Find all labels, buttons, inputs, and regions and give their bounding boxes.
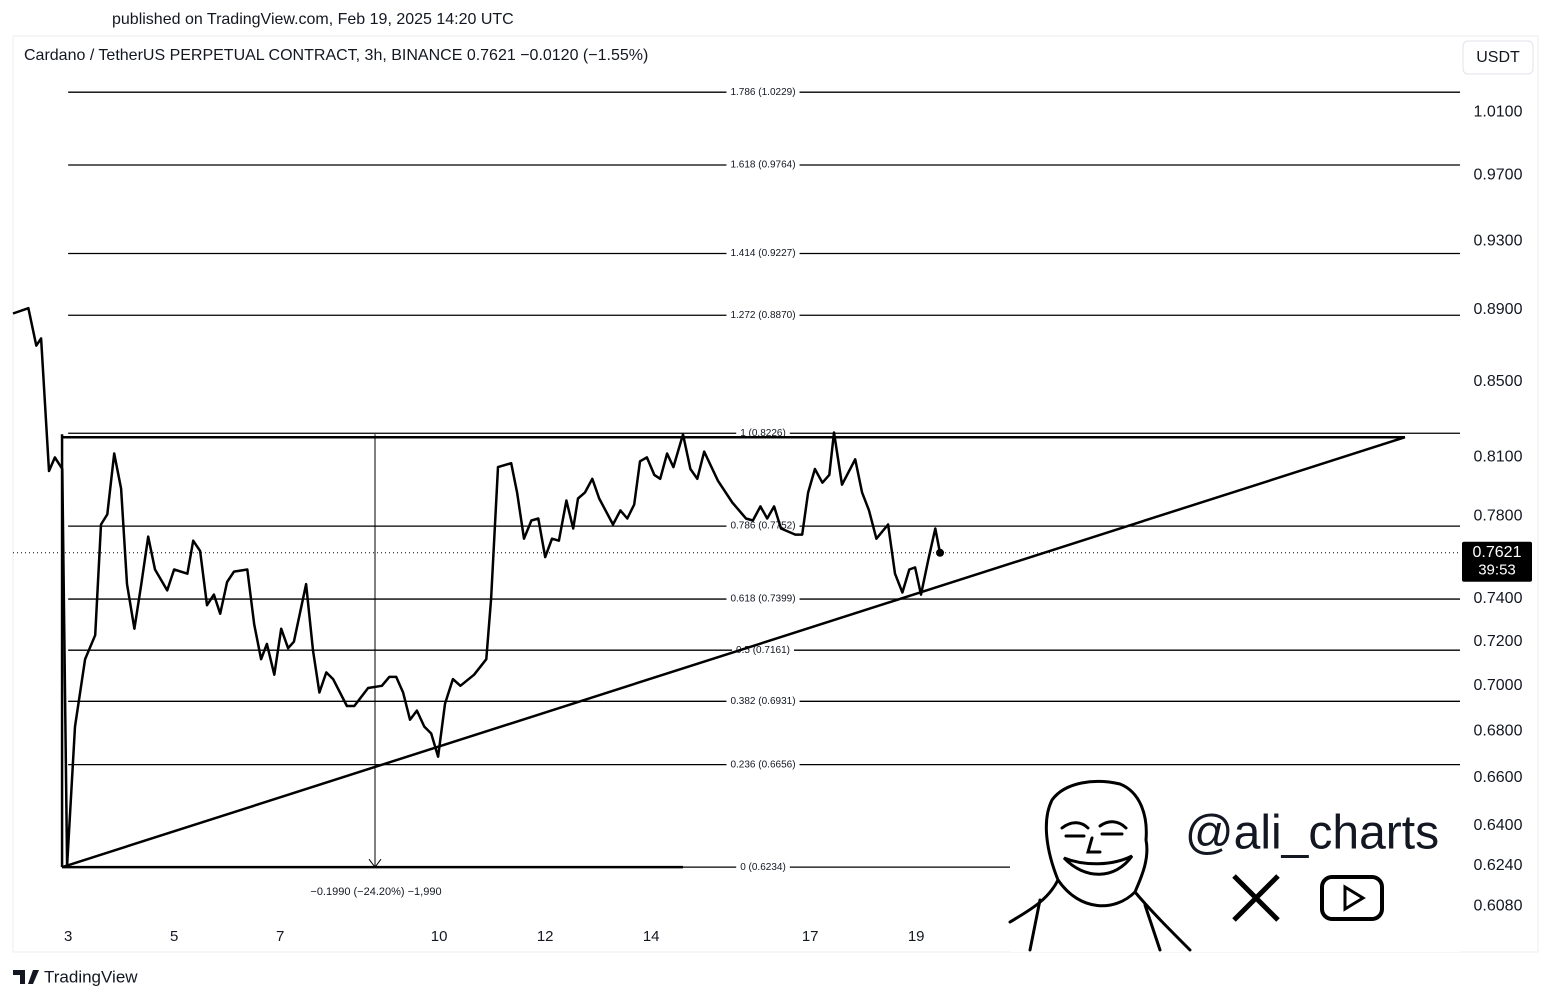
measure-arrowhead [368, 858, 382, 868]
y-tick-label: 0.8500 [1474, 373, 1523, 390]
fib-label-bg [726, 246, 800, 261]
triangle-side [61, 436, 1406, 869]
fib-label-bg [726, 592, 800, 607]
price-line [12, 306, 942, 867]
x-tick-label: 19 [908, 928, 925, 945]
fib-label: 1 (0.8226) [740, 428, 786, 439]
fib-label: 0.236 (0.6656) [730, 759, 795, 770]
x-tick-label: 5 [170, 928, 178, 945]
fib-label-bg [726, 308, 800, 323]
watermark: @ali_charts [1008, 778, 1460, 952]
logo-mark [13, 970, 39, 984]
watermark-handle: @ali_charts [1185, 807, 1439, 860]
x-icon [1232, 874, 1280, 922]
fib-label-bg [726, 757, 800, 772]
plot: 1.0100 0.9700 0.9300 0.8900 0.8500 0.8100 0.78… [12, 85, 1532, 945]
x-tick-label: 7 [276, 928, 284, 945]
y-tick-label: 0.7000 [1474, 677, 1523, 694]
y-tick-label: 0.9700 [1474, 167, 1523, 184]
fib-label-bg [726, 85, 800, 100]
x-tick-label: 14 [643, 928, 660, 945]
fib-label: 0.786 (0.7752) [730, 521, 795, 532]
measure-label: −0.1990 (−24.20%) −1,990 [310, 886, 441, 898]
face-drawing [1008, 779, 1192, 952]
fib-label: 1.272 (0.8870) [730, 310, 795, 321]
fib-label-bg [726, 158, 800, 173]
fib-label: 1.786 (1.0229) [730, 87, 795, 98]
youtube-icon [1320, 875, 1384, 921]
footer-brand: TradingView [44, 967, 138, 986]
x-tick-label: 17 [802, 928, 819, 945]
footer-logo: TradingView [13, 967, 138, 986]
currency-button[interactable] [1462, 40, 1534, 75]
currency-label: USDT [1476, 49, 1520, 66]
y-tick-label: 0.6600 [1474, 769, 1523, 786]
y-tick-label: 0.6800 [1474, 722, 1523, 739]
published-note: published on TradingView.com, Feb 19, 20… [112, 11, 514, 28]
price-tag [1462, 541, 1532, 582]
fib-label: 0.618 (0.7399) [730, 594, 795, 605]
y-tick-label: 0.6240 [1474, 857, 1523, 874]
y-tick-label: 0.7200 [1474, 633, 1523, 650]
youtube-play [1343, 884, 1366, 912]
y-tick-label: 0.6080 [1474, 898, 1523, 915]
y-tick-label: 0.7400 [1474, 590, 1523, 607]
chart-title: Cardano / TetherUS PERPETUAL CONTRACT, 3… [24, 47, 648, 64]
y-tick-label: 0.6400 [1474, 817, 1523, 834]
y-tick-label: 0.8900 [1474, 301, 1523, 318]
fib-label: 1.414 (0.9227) [730, 248, 795, 259]
y-tick-label: 0.7800 [1474, 508, 1523, 525]
x-tick-label: 3 [64, 928, 72, 945]
price-tag-value: 0.7621 [1473, 544, 1522, 561]
watermark-bg [1010, 778, 1460, 952]
fib-label: 1.618 (0.9764) [730, 160, 795, 171]
price-tag-countdown: 39:53 [1478, 562, 1516, 579]
fib-label: 0.5 (0.7161) [736, 645, 790, 656]
fib-label-bg [726, 694, 800, 709]
fib-label: 0 (0.6234) [740, 862, 786, 873]
fib-label: 0.382 (0.6931) [730, 696, 795, 707]
y-tick-label: 0.9300 [1474, 232, 1523, 249]
x-tick-label: 10 [431, 928, 448, 945]
last-point [936, 548, 945, 557]
x-tick-label: 12 [537, 928, 554, 945]
y-tick-label: 0.8100 [1474, 449, 1523, 466]
fib-label-bg [736, 860, 790, 875]
y-tick-label: 1.0100 [1474, 103, 1523, 120]
